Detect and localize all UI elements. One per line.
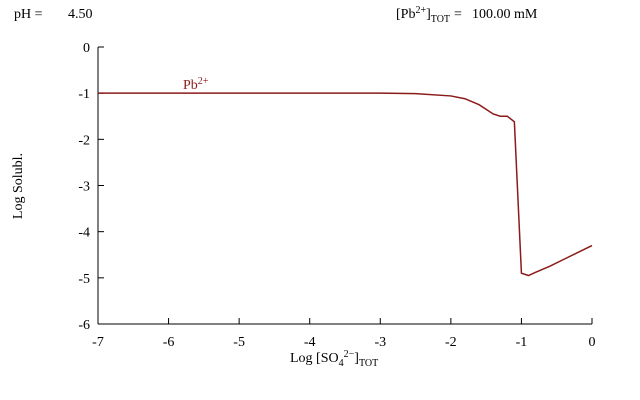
subscript: 4 [339, 358, 344, 369]
x-tick-label: -4 [304, 335, 316, 350]
y-tick-label: -1 [78, 87, 90, 102]
superscript: 2+ [198, 76, 209, 87]
total-conc: [Pb2+]TOT = 100.00 mM [396, 5, 538, 25]
y-tick-label: -6 [78, 318, 90, 333]
x-axis-label: Log [SO42−]TOT [290, 349, 378, 369]
x-tick-label: 0 [589, 335, 596, 350]
y-tick-label: -3 [78, 180, 90, 195]
x-tick-label: -3 [374, 335, 386, 350]
text-part: ] [354, 351, 359, 366]
x-tick-label: -7 [92, 335, 104, 350]
y-tick-label: -2 [78, 133, 90, 148]
series-label: Pb2+ [183, 76, 209, 93]
subscript: TOT [431, 14, 450, 25]
text-part: [Pb [396, 7, 415, 22]
text-part: 100.00 mM [472, 7, 538, 22]
text-part: Log [SO [290, 351, 339, 366]
x-tick-label: -6 [163, 335, 175, 350]
ph-label: pH = [14, 7, 43, 22]
text-part: ] [426, 7, 431, 22]
x-tick-label: -5 [233, 335, 245, 350]
x-tick-label: -1 [516, 335, 528, 350]
text-part: Pb [183, 78, 198, 93]
y-axis-label: Log Solubl. [11, 153, 26, 219]
series-line [98, 92, 593, 277]
superscript: 2+ [415, 5, 426, 16]
y-tick-label: -5 [78, 272, 90, 287]
y-tick-label: -4 [78, 226, 90, 241]
superscript: 2− [344, 349, 355, 360]
ph-value: 4.50 [68, 7, 93, 22]
subscript: TOT [359, 358, 378, 369]
x-tick-label: -2 [445, 335, 457, 350]
y-tick-label: 0 [83, 41, 90, 56]
text-part: = [454, 7, 462, 22]
